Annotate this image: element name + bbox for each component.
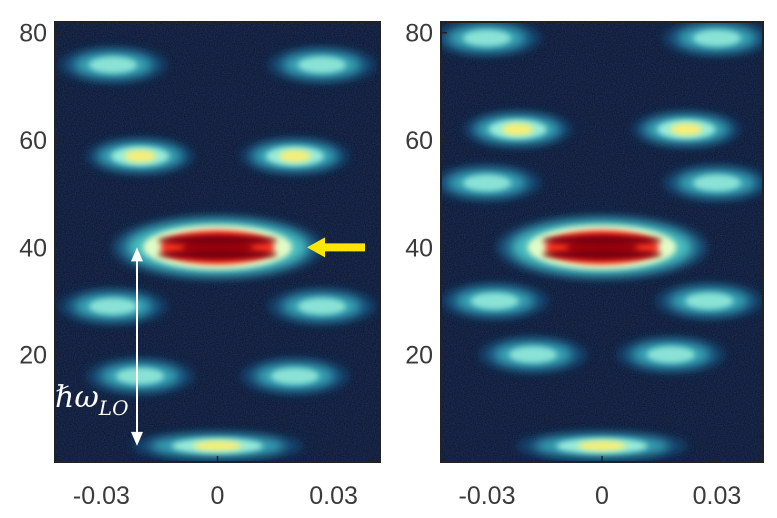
left-band-4	[241, 139, 348, 174]
left-axis-ticks: -0.03 0 0.03 20 40 60 80	[19, 20, 358, 510]
right-band-11	[517, 432, 687, 459]
right-band-1	[441, 22, 540, 56]
left-xtick-label-2: 0.03	[309, 482, 358, 510]
right-axis-ticks: -0.03 0 0.03 20 40 60 80	[405, 20, 741, 510]
hbar-omega-lo-label: ℏωLO	[55, 380, 128, 420]
left-xtick-label-0: -0.03	[73, 482, 130, 510]
right-xtick-label-1: 0	[595, 482, 609, 510]
left-band-2	[268, 47, 375, 82]
right-band-10	[618, 337, 724, 372]
left-panel: -0.03 0 0.03 20 40 60 80 ℏωLO	[19, 20, 381, 510]
right-band-7	[441, 284, 548, 319]
left-ytick-label-1: 40	[19, 234, 47, 262]
right-band-4	[633, 112, 740, 147]
left-band-8	[241, 359, 348, 394]
right-band-5	[441, 165, 540, 200]
left-ytick-label-2: 60	[19, 127, 47, 155]
yellow-arrow	[307, 237, 365, 258]
right-panel: -0.03 0 0.03 20 40 60 80	[405, 20, 764, 510]
right-band-3	[464, 112, 571, 147]
left-xtick-label-1: 0	[211, 482, 225, 510]
right-ytick-label-3: 80	[405, 20, 433, 48]
right-band-8	[656, 284, 763, 319]
left-band-1	[60, 47, 167, 82]
right-band-6	[664, 165, 763, 200]
left-heatmap-bands	[60, 47, 375, 459]
right-ytick-label-2: 60	[405, 127, 433, 155]
right-ytick-label-1: 40	[405, 234, 433, 262]
left-band-9	[132, 432, 303, 459]
hbar-omega-lo-double-arrow	[131, 247, 143, 446]
left-band-3	[87, 139, 194, 174]
right-xtick-label-0: -0.03	[459, 482, 516, 510]
right-band-9	[480, 337, 586, 372]
right-heatmap-bands	[441, 22, 763, 459]
right-band-0	[498, 216, 706, 279]
right-xtick-label-2: 0.03	[693, 482, 742, 510]
left-ytick-label-3: 80	[19, 20, 47, 48]
left-band-5	[60, 289, 167, 324]
left-band-0	[113, 216, 322, 279]
left-ytick-label-0: 20	[19, 342, 47, 370]
left-band-7	[87, 359, 194, 394]
right-band-2	[664, 22, 763, 56]
left-band-6	[268, 289, 375, 324]
right-ytick-label-0: 20	[405, 342, 433, 370]
